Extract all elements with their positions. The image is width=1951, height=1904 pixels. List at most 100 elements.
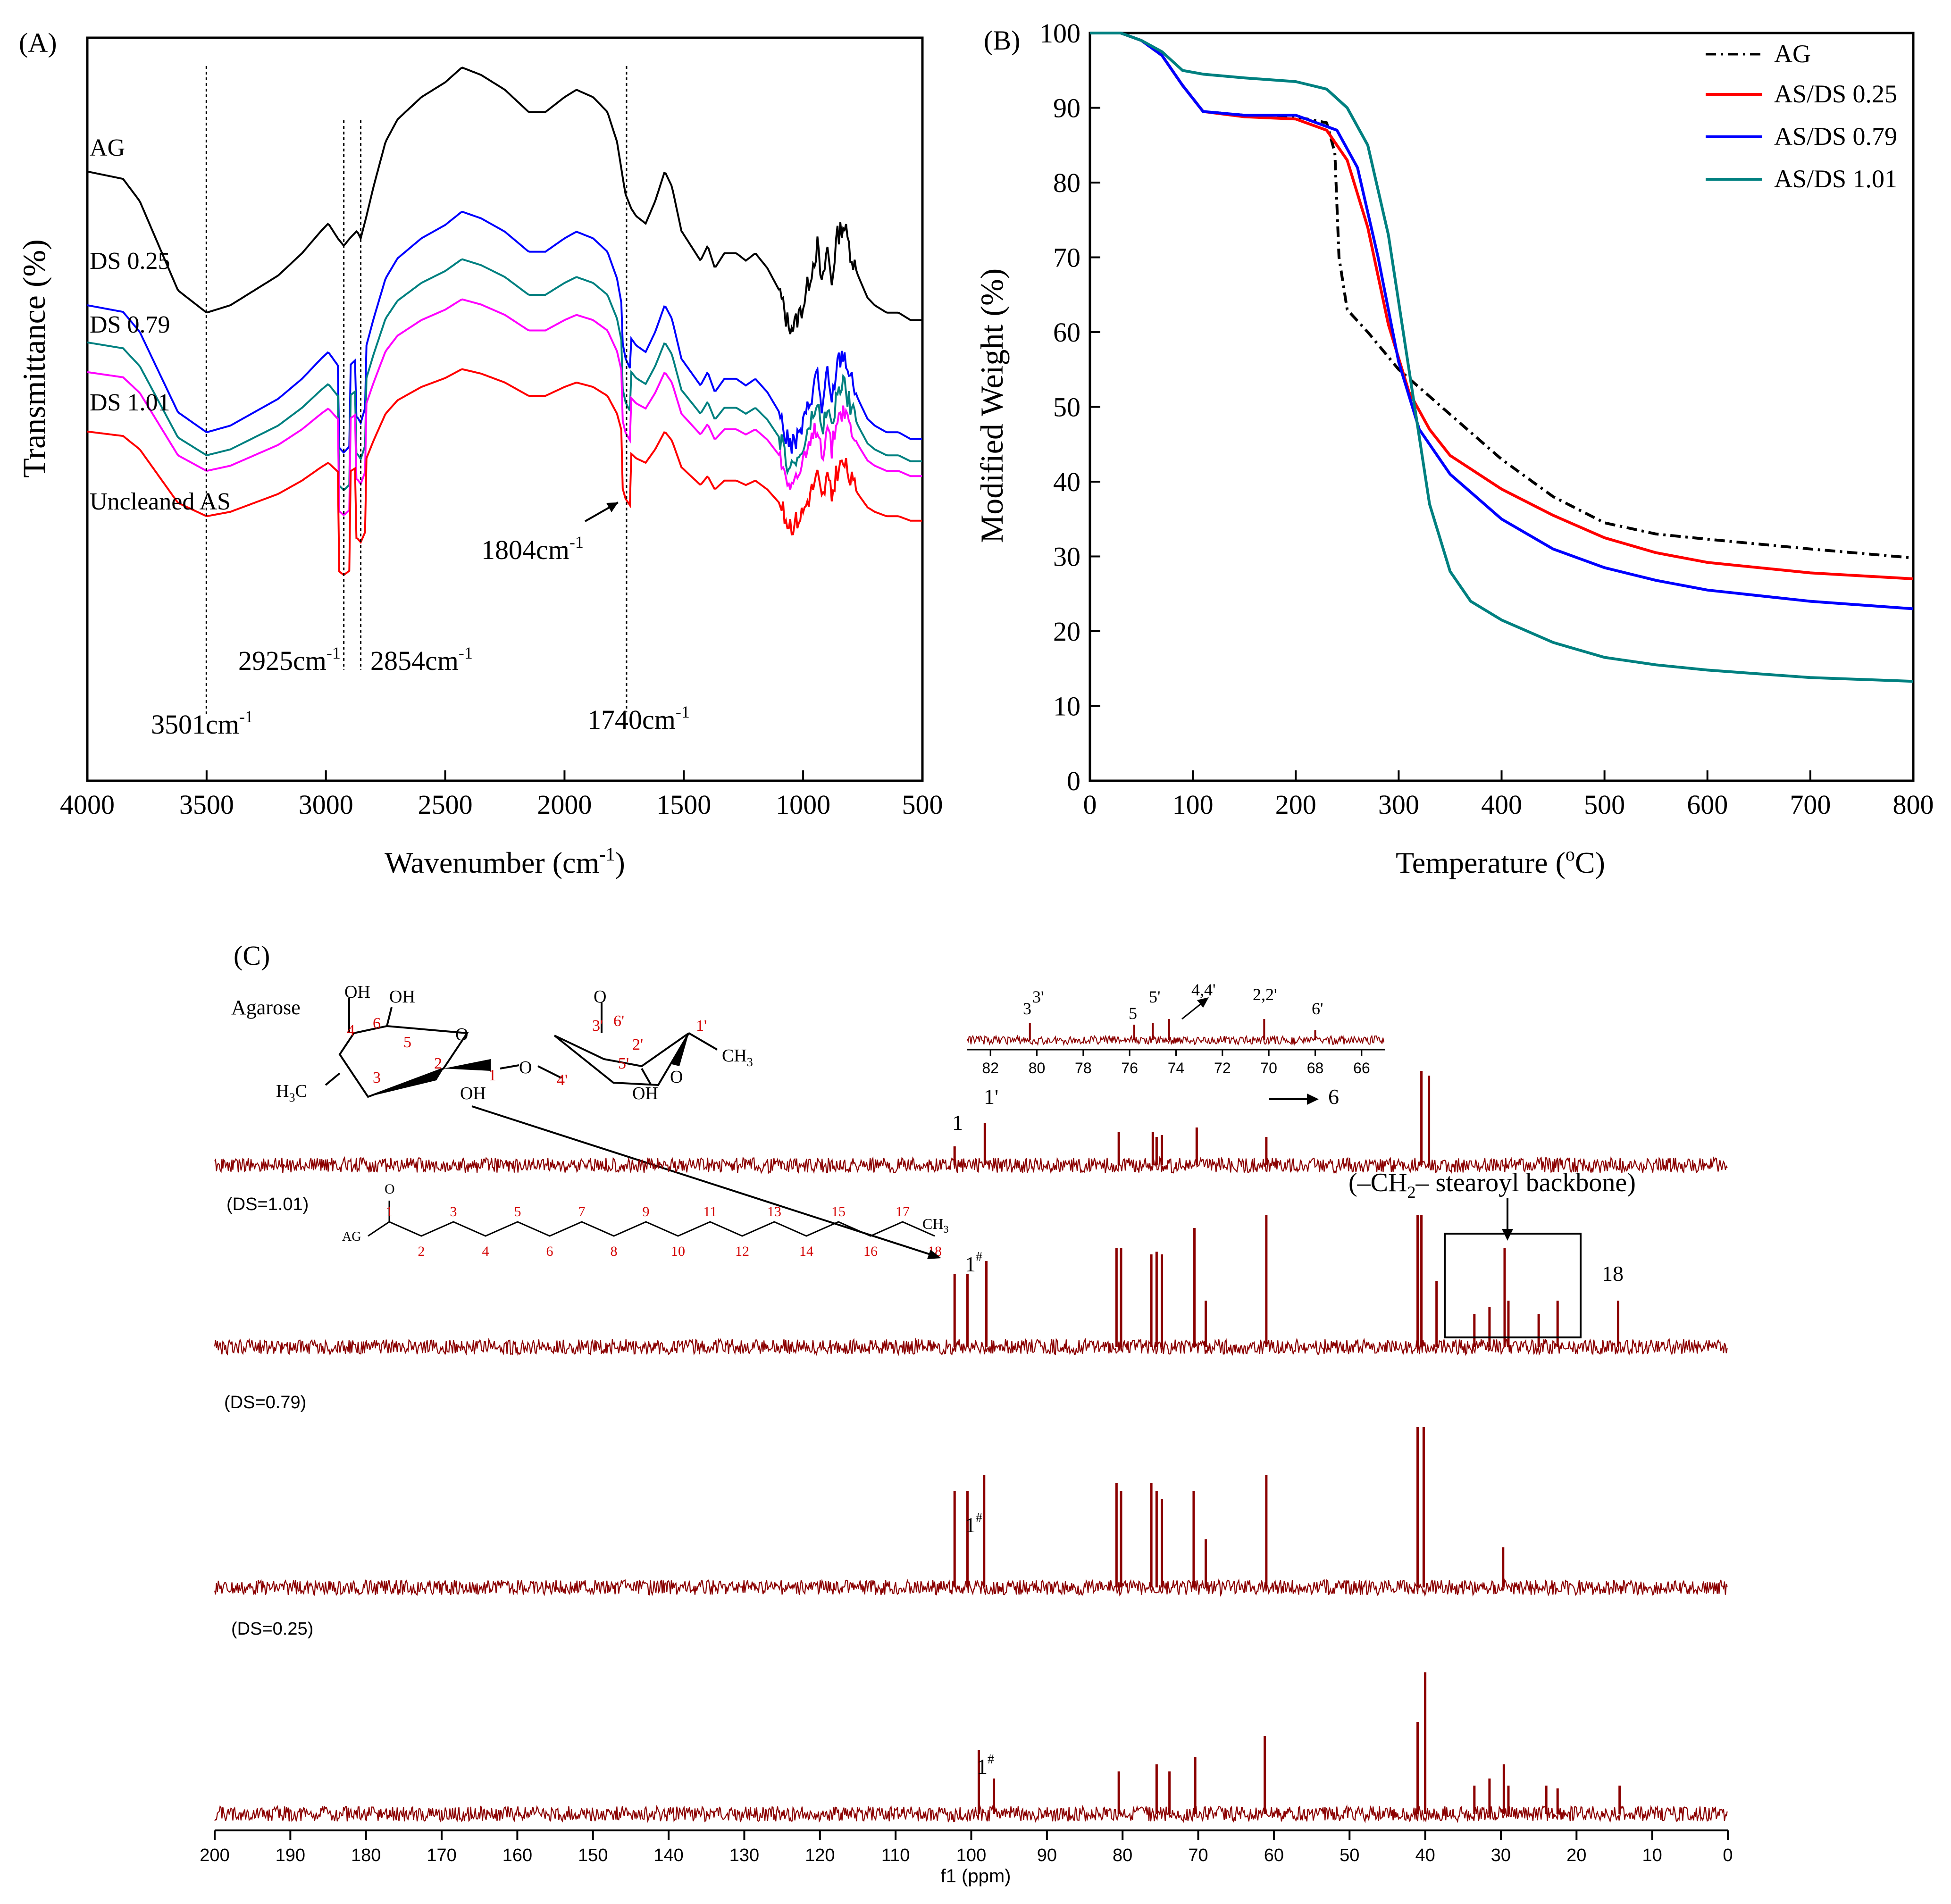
chain-num-6: 6 [546,1244,553,1259]
panel-a-tick-label-3000: 3000 [299,789,353,820]
series-label-ds025: DS 0.25 [90,248,170,275]
inset-tick-label-68: 68 [1307,1060,1324,1077]
agarose-glycosidic-bond-a [500,1064,519,1069]
agarose-glycosidic-bond-b [537,1065,562,1079]
agarose-num-6: 6 [373,1015,381,1032]
panel-label-a: (A) [19,27,57,58]
panel-b-y-tick-label-20: 20 [1053,616,1080,647]
panel-a-tick-label-2000: 2000 [537,789,592,820]
agarose-h3co: H3C [276,1081,307,1104]
panel-a-reference-lines [205,66,628,717]
panel-a-tick-label-3500: 3500 [179,789,234,820]
peak-label-1-hash-a: 1# [965,1250,982,1276]
legend-label-ds079: AS/DS 0.79 [1774,122,1897,150]
agarose-carbonyl-o: O [594,987,606,1007]
panel-a-x-ticks: 4000 3500 3000 2500 2000 1500 1000 500 [60,770,943,820]
spectrum-label-ds025: (DS=0.25) [231,1619,313,1639]
series-label-ds079: DS 0.79 [90,311,170,338]
chain-num-11: 11 [703,1204,717,1219]
inset-tick-label-70: 70 [1260,1060,1277,1077]
panel-c-tick-label-100: 100 [956,1846,986,1865]
agarose-oh-right-bond [641,1068,652,1086]
tga-line-3 [1090,32,1914,683]
inset-label-5p: 5' [1149,987,1161,1006]
stearoyl-box-label: (–CH2– stearoyl backbone) [1348,1168,1636,1202]
panel-c-tick-label-150: 150 [578,1846,608,1865]
ftir-line-3 [87,298,922,516]
panel-b-y-label: Modified Weight (%) [974,268,1010,543]
agarose-oh-3: OH [460,1084,486,1103]
agarose-num-2p: 2' [632,1036,643,1053]
inset-arrow-4-head [1197,997,1209,1008]
chain-num-15: 15 [831,1204,846,1219]
nmr-noise-1 [214,1337,1728,1356]
chain-num-17: 17 [896,1204,910,1219]
panel-c: (C) Agarose OH OH O O H3C OH OH CH [200,940,1733,1887]
agarose-label: Agarose [231,996,301,1019]
chain-num-14: 14 [799,1244,813,1259]
spectrum-label-ds079: (DS=0.79) [224,1393,306,1412]
agarose-oh-1: OH [344,982,370,1002]
agarose-num-1p: 1' [696,1017,707,1035]
agarose-oh-2: OH [389,987,415,1007]
chain-start-ag: AG [342,1229,361,1244]
chain-num-10: 10 [671,1244,685,1259]
peak-label-1-hash-c: 1# [977,1752,994,1779]
agarose-bridge-o: O [519,1058,532,1077]
panel-b-y-tick-label-40: 40 [1053,467,1080,497]
nmr-noise-2 [214,1578,1728,1597]
agarose-num-6p: 6' [613,1012,624,1030]
inset-tick-label-74: 74 [1168,1060,1185,1077]
panel-b-ticks: 0 100 200 300 400 500 600 700 800 0 10 20 30 40 50 60 70… [1039,18,1934,820]
spectrum-label-ds101: (DS=1.01) [226,1194,309,1214]
ftir-line-1 [87,210,922,454]
annotation-1740: 1740cm-1 [587,702,690,735]
panel-c-x-label: f1 (ppm) [941,1866,1011,1887]
agarose-num-4: 4 [347,1022,355,1039]
agarose-num-2: 2 [434,1055,442,1072]
panel-c-tick-label-120: 120 [805,1846,835,1865]
agarose-ring-o-right: O [670,1067,683,1087]
panel-a-y-label: Transmittance (%) [16,239,52,477]
panel-a-frame [86,36,924,782]
chain-num-5: 5 [514,1204,521,1219]
annotation-3501: 3501cm-1 [151,707,253,740]
panel-c-tick-label-70: 70 [1188,1846,1208,1865]
c1-assignment-arrow-head [927,1250,941,1259]
panel-b-y-tick-label-80: 80 [1053,167,1080,198]
panel-c-tick-label-20: 20 [1566,1846,1586,1865]
stearoyl-box-arrow-head [1502,1229,1513,1241]
agarose-ch2oh-bond [386,1007,393,1027]
agarose-ring-o-left: O [455,1025,468,1044]
panel-c-tick-label-170: 170 [427,1846,456,1865]
tga-line-2 [1090,32,1914,610]
peak-label-1-hash-b: 1# [965,1511,982,1537]
panel-a-tick-label-1000: 1000 [776,789,830,820]
panel-c-tick-label-190: 190 [276,1846,305,1865]
panel-label-b: (B) [984,25,1020,56]
panel-b-y-tick-label-90: 90 [1053,93,1080,124]
panel-a-tick-label-2500: 2500 [418,789,473,820]
inset-label-6p: 6' [1312,999,1323,1018]
peak-label-1p: 1' [984,1085,998,1109]
panel-b-y-tick-label-10: 10 [1053,691,1080,722]
panel-b-y-tick-label-50: 50 [1053,392,1080,423]
panel-b-y-tick-label-60: 60 [1053,317,1080,348]
agarose-oh-4: OH [632,1084,658,1103]
agarose-num-3p: 3' [592,1017,603,1035]
panel-a-tick-label-1500: 1500 [656,789,711,820]
stearoyl-box [1444,1233,1582,1338]
panel-b-y-tick-label-100: 100 [1039,18,1080,49]
panel-b-x-tick-label-500: 500 [1584,789,1625,820]
nmr-noise-0 [214,1156,1728,1175]
chain-num-1: 1 [386,1204,393,1219]
legend-label-ds101: AS/DS 1.01 [1774,165,1897,193]
chain-num-3: 3 [450,1204,457,1219]
agarose-och3-bond [325,1072,341,1086]
chain-num-12: 12 [735,1244,749,1259]
panel-b-x-label: Temperature (oC) [1396,843,1605,879]
panel-b-x-tick-label-700: 700 [1790,789,1831,820]
chain-num-2: 2 [418,1244,425,1259]
panel-c-tick-label-180: 180 [351,1846,381,1865]
panel-c-tick-label-160: 160 [502,1846,532,1865]
